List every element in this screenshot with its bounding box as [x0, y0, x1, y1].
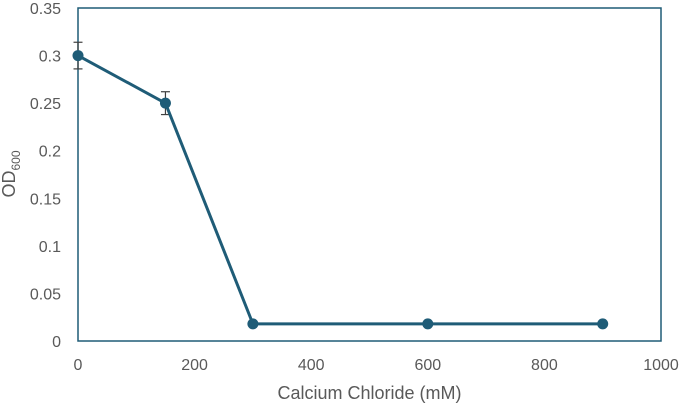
data-series — [72, 50, 609, 330]
y-tick-label: 0.15 — [30, 191, 61, 208]
y-tick-label: 0.35 — [30, 1, 61, 18]
y-tick-label: 0.1 — [39, 239, 61, 256]
y-tick-label: 0.05 — [30, 286, 61, 303]
data-point — [422, 318, 434, 330]
data-point — [597, 318, 609, 330]
plot-frame — [77, 7, 662, 342]
x-tick-label: 0 — [74, 357, 83, 374]
x-tick-label: 400 — [298, 357, 325, 374]
data-point — [247, 318, 259, 330]
y-tick-label: 0.25 — [30, 96, 61, 113]
series-line — [77, 54, 603, 326]
x-axis-title: Calcium Chloride (mM) — [277, 383, 461, 403]
y-tick-label: 0 — [52, 334, 61, 351]
x-tick-label: 200 — [181, 357, 208, 374]
x-tick-label: 600 — [414, 357, 441, 374]
y-axis-title: OD600 — [0, 150, 23, 197]
y-tick-label: 0.2 — [39, 144, 61, 161]
x-tick-label: 800 — [531, 357, 558, 374]
data-point — [159, 97, 171, 109]
x-tick-label: 1000 — [643, 357, 679, 374]
y-tick-label: 0.3 — [39, 49, 61, 66]
data-point — [72, 50, 84, 62]
y-axis-title-main: OD — [0, 171, 19, 198]
y-axis-title-subscript: 600 — [9, 150, 23, 170]
x-tick-labels: 0 200 400 600 800 1000 — [74, 357, 679, 374]
y-tick-labels: 0 0.05 0.1 0.15 0.2 0.25 0.3 0.35 — [30, 1, 61, 351]
